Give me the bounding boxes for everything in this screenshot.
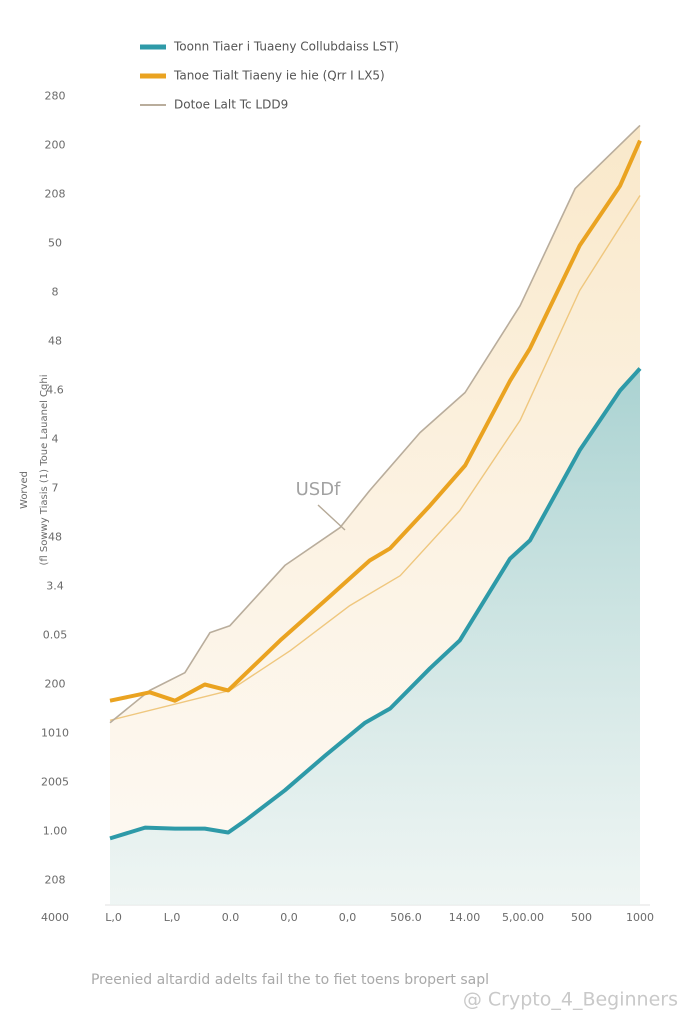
- y-axis-title: (fl Sowwy Tiasis (1) Toue Lauanel Cqhi: [39, 375, 50, 566]
- y-tick-label: 0.05: [43, 629, 68, 642]
- y-tick-label: 48: [48, 531, 62, 544]
- y-tick-label: 1.00: [43, 825, 68, 838]
- y-tick-label: 50: [48, 237, 62, 250]
- legend-label: Toonn Tiaer i Tuaeny Collubdaiss LST): [173, 40, 399, 54]
- x-tick-label: 1000: [626, 911, 654, 924]
- y-tick-label: 4.6: [46, 384, 64, 397]
- y-tick-label: 208: [45, 874, 66, 887]
- line: [109, 139, 642, 703]
- y-tick-label: 48: [48, 335, 62, 348]
- line: [109, 124, 641, 724]
- y-tick-label: 208: [45, 188, 66, 201]
- x-tick-label: L,0: [105, 911, 122, 924]
- annotation-pointer: [317, 504, 346, 531]
- caption: Preenied altardid adelts fail the to fie…: [91, 972, 489, 988]
- y-axis-title: Worved: [19, 471, 30, 509]
- watermark: @ Crypto_4_Beginners: [463, 989, 678, 1011]
- line: [109, 195, 641, 721]
- x-tick-label: 506.0: [390, 911, 422, 924]
- y-tick-label: 2005: [41, 776, 69, 789]
- legend-label: Dotoe Lalt Tc LDD9: [174, 98, 288, 112]
- y-tick-label: 4: [52, 433, 59, 446]
- x-tick-label: 0,0: [280, 911, 298, 924]
- y-tick-label: 200: [45, 139, 66, 152]
- y-tick-label: 7: [52, 482, 59, 495]
- area: [109, 368, 641, 905]
- y-tick-label: 280: [45, 90, 66, 103]
- line: [109, 367, 642, 841]
- x-tick-label: 4000: [41, 911, 69, 924]
- legend-label: Tanoe Tialt Tiaeny ie hie (Qrr I LX5): [173, 69, 385, 83]
- y-tick-label: 8: [52, 286, 59, 299]
- y-tick-label: 1010: [41, 727, 69, 740]
- y-tick-label: 3.4: [46, 580, 64, 593]
- x-tick-label: 14.00: [449, 911, 481, 924]
- x-tick-label: 5,00.00: [502, 911, 544, 924]
- annotation: USDf: [296, 479, 341, 500]
- x-tick-label: 0.0: [222, 911, 240, 924]
- x-tick-label: 500: [571, 911, 592, 924]
- x-tick-label: 0,0: [339, 911, 357, 924]
- x-tick-label: L,0: [164, 911, 181, 924]
- y-tick-label: 200: [45, 678, 66, 691]
